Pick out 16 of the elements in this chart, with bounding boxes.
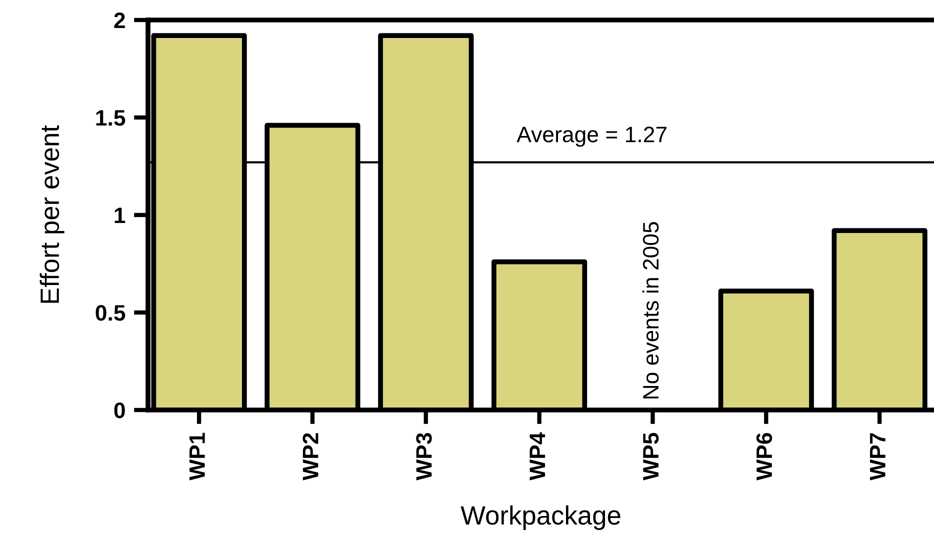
x-tick-label: WP4 xyxy=(530,432,546,480)
y-axis-title: Effort per event xyxy=(40,125,64,303)
annotation: No events in 2005 xyxy=(642,222,659,398)
y-tick-label: 1.5 xyxy=(96,110,126,126)
y-tick-label: 2 xyxy=(114,12,125,28)
x-tick-label: WP2 xyxy=(302,433,318,480)
x-tick-label: WP3 xyxy=(416,433,432,480)
x-tick-label: WP6 xyxy=(756,433,772,480)
y-tick-label: 0.5 xyxy=(96,305,126,321)
ref-line-label: Average = 1.27 xyxy=(516,126,666,147)
x-tick-label: WP1 xyxy=(189,432,205,480)
x-axis-title: Workpackage xyxy=(460,505,620,530)
y-tick-label: 0 xyxy=(114,402,125,418)
x-tick-label: WP5 xyxy=(643,432,659,480)
y-tick-label: 1 xyxy=(114,208,126,224)
x-tick-label: WP7 xyxy=(870,433,886,480)
